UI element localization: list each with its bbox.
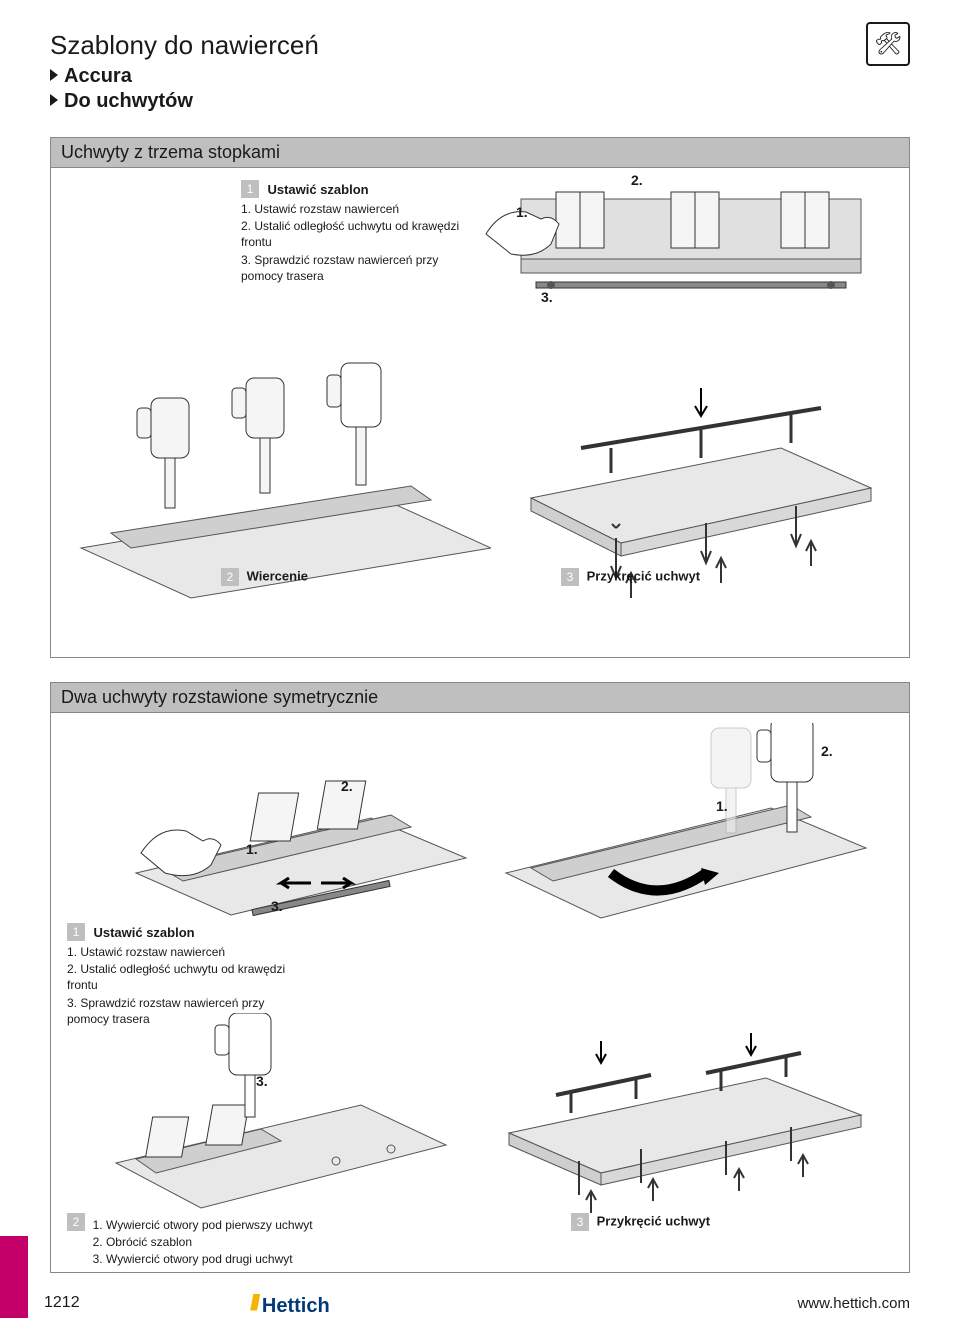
step-title: Ustawić szablon: [93, 925, 194, 940]
annotation: 3.: [271, 898, 283, 914]
annotation: 2.: [341, 778, 353, 794]
figure-set-template: 1. 2. 3.: [481, 174, 876, 309]
annotation: 1.: [246, 841, 258, 857]
page-footer: 1212 /// Hettich www.hettich.com: [0, 1278, 960, 1318]
annotation: 1.: [716, 798, 728, 814]
annotation: 3.: [541, 289, 553, 305]
section2-bar: Dwa uchwyty rozstawione symetrycznie: [50, 682, 910, 713]
annotation: 3.: [256, 1073, 268, 1089]
figure-attach-two-handles: [501, 1033, 871, 1223]
caption-text: Wiercenie: [247, 568, 308, 583]
caption-text: Przykręcić uchwyt: [587, 568, 700, 583]
page-accent-tab: [0, 1236, 28, 1318]
breadcrumb-label: Accura: [64, 65, 132, 87]
instr-line: 2. Ustalić odległość uchwytu od krawędzi…: [67, 961, 297, 993]
brand-logo: /// Hettich: [250, 1290, 330, 1318]
section2-panel: 1. 2. 3.: [50, 713, 910, 1273]
breadcrumb-do-uchwytow: Do uchwytów: [50, 90, 910, 113]
instr-line: 3. Sprawdzić rozstaw nawierceń przy pomo…: [241, 252, 461, 284]
figure-drill-rotate: 1. 2.: [501, 723, 871, 933]
step-title: Ustawić szablon: [267, 182, 368, 197]
step-badge: 1: [241, 180, 259, 198]
caption-attach-2: 3 Przykręcić uchwyt: [571, 1213, 710, 1231]
instr-line: 2. Ustalić odległość uchwytu od krawędzi…: [241, 218, 461, 250]
step-badge: 2: [67, 1213, 85, 1231]
footer-url: www.hettich.com: [797, 1295, 910, 1312]
instr-line: 3. Wywiercić otwory pod drugi uchwyt: [93, 1251, 313, 1267]
section1-panel: 1 Ustawić szablon 1. Ustawić rozstaw naw…: [50, 168, 910, 658]
step-badge: 3: [571, 1213, 589, 1231]
section1-bar: Uchwyty z trzema stopkami: [50, 137, 910, 168]
figure-second-drill: 3.: [111, 1013, 451, 1223]
instr-line: 1. Wywiercić otwory pod pierwszy uchwyt: [93, 1217, 313, 1233]
annotation: 2.: [631, 172, 643, 188]
caption-attach: 3 Przykręcić uchwyt: [561, 568, 700, 586]
logo-mark: ///: [250, 1290, 256, 1315]
caption-drilling: 2 Wiercenie: [221, 568, 308, 586]
step-badge: 2: [221, 568, 239, 586]
brand-name: Hettich: [262, 1295, 330, 1317]
page-title: Szablony do nawierceń: [50, 30, 910, 61]
instr-line: 1. Ustawić rozstaw nawierceń: [241, 201, 461, 217]
breadcrumb-label: Do uchwytów: [64, 90, 193, 112]
instr-line: 2. Obrócić szablon: [93, 1234, 313, 1250]
annotation: 1.: [516, 204, 528, 220]
tool-icon: 🛠: [866, 22, 910, 66]
step1-instructions: 1 Ustawić szablon 1. Ustawić rozstaw naw…: [241, 180, 461, 285]
caption-step2-list: 2 1. Wywiercić otwory pod pierwszy uchwy…: [67, 1213, 387, 1269]
step-badge: 1: [67, 923, 85, 941]
breadcrumb-accura: Accura: [50, 65, 910, 88]
instr-line: 1. Ustawić rozstaw nawierceń: [67, 944, 297, 960]
step-badge: 3: [561, 568, 579, 586]
figure-set-template-2: 1. 2. 3.: [131, 723, 471, 933]
caption-text: Przykręcić uchwyt: [597, 1213, 710, 1228]
page-number: 1212: [44, 1294, 80, 1312]
annotation: 2.: [821, 743, 833, 759]
